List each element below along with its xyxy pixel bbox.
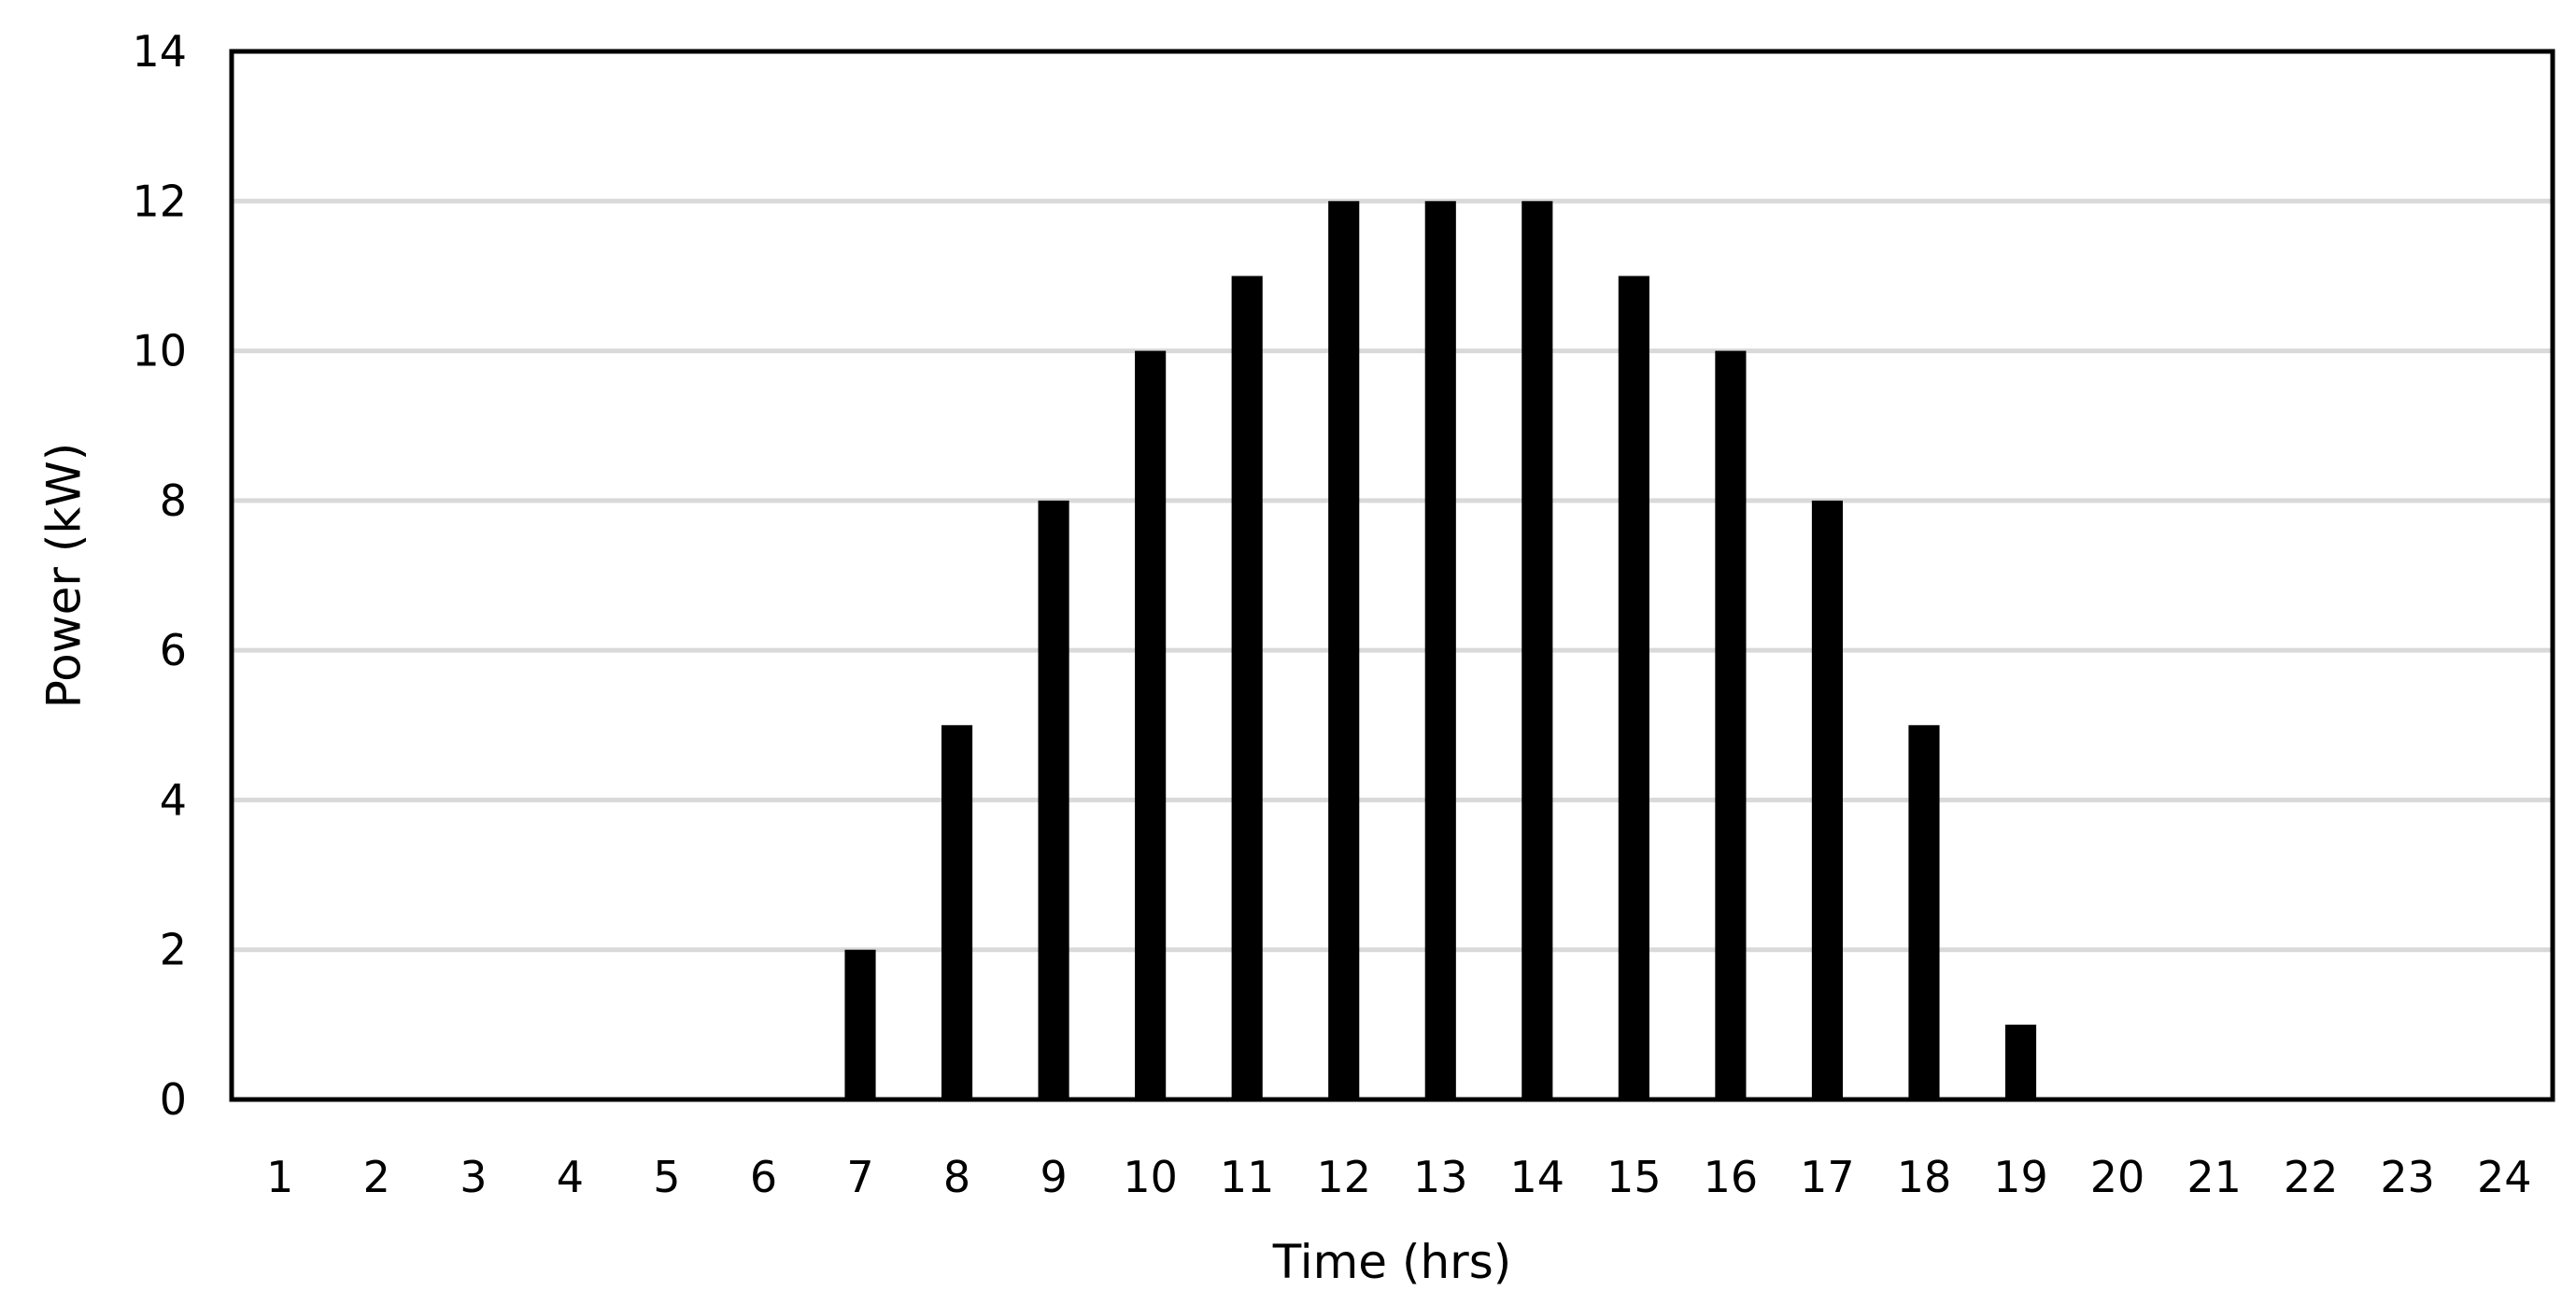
bar-hour-9 <box>1038 500 1069 1099</box>
x-tick-label: 22 <box>2284 1152 2339 1202</box>
bar-hour-13 <box>1424 201 1456 1100</box>
x-tick-label: 9 <box>1040 1152 1067 1202</box>
x-tick-label: 5 <box>653 1152 680 1202</box>
bar-hour-19 <box>2004 1024 2037 1099</box>
y-tick-label: 8 <box>160 475 187 526</box>
x-tick-label: 11 <box>1220 1152 1275 1202</box>
x-tick-label: 13 <box>1413 1152 1468 1202</box>
bar-hour-10 <box>1135 350 1167 1100</box>
x-axis-title: Time (hrs) <box>1272 1235 1512 1289</box>
bar-hour-18 <box>1908 725 1940 1099</box>
x-tick-label: 24 <box>2477 1152 2532 1202</box>
y-tick-label: 4 <box>160 774 187 825</box>
x-tick-label: 7 <box>846 1152 873 1202</box>
x-tick-label: 18 <box>1897 1152 1952 1202</box>
bars <box>844 201 2037 1100</box>
gridlines <box>232 198 2553 953</box>
bar-hour-7 <box>844 949 876 1099</box>
y-axis-title: Power (kW) <box>37 443 92 708</box>
x-tick-label: 16 <box>1704 1152 1759 1202</box>
bar-hour-15 <box>1618 276 1649 1099</box>
x-tick-label: 14 <box>1510 1152 1565 1202</box>
bar-hour-17 <box>1811 500 1844 1099</box>
x-tick-label: 15 <box>1606 1152 1662 1202</box>
x-tick-label: 2 <box>363 1152 390 1202</box>
x-axis-tick-labels: 1 2 3 4 5 6 7 8 9 10 11 12 13 14 15 16 17 18 19 20 21 22 23 24 <box>266 1152 2531 1202</box>
x-tick-label: 3 <box>460 1152 487 1202</box>
x-tick-label: 4 <box>557 1152 584 1202</box>
bar-hour-14 <box>1522 201 1553 1100</box>
plot-frame <box>229 49 2555 1102</box>
y-axis-tick-labels: 0 2 4 6 8 10 12 14 <box>132 26 187 1125</box>
x-tick-label: 10 <box>1123 1152 1178 1202</box>
x-tick-label: 20 <box>2090 1152 2145 1202</box>
bar-hour-11 <box>1231 276 1263 1099</box>
bar-hour-12 <box>1328 201 1360 1100</box>
x-tick-label: 23 <box>2380 1152 2435 1202</box>
x-tick-label: 6 <box>750 1152 777 1202</box>
x-tick-label: 19 <box>1993 1152 2048 1202</box>
x-tick-label: 1 <box>266 1152 293 1202</box>
x-tick-label: 8 <box>943 1152 970 1202</box>
y-tick-label: 12 <box>132 176 187 226</box>
x-tick-label: 12 <box>1316 1152 1371 1202</box>
y-tick-label: 10 <box>132 326 187 376</box>
y-tick-label: 14 <box>132 26 187 77</box>
x-tick-label: 17 <box>1800 1152 1855 1202</box>
y-tick-label: 6 <box>160 625 187 675</box>
bar-hour-16 <box>1715 350 1747 1100</box>
y-tick-label: 2 <box>160 925 187 975</box>
bar-hour-8 <box>941 725 973 1099</box>
y-tick-label: 0 <box>160 1074 187 1125</box>
x-tick-label: 21 <box>2187 1152 2242 1202</box>
